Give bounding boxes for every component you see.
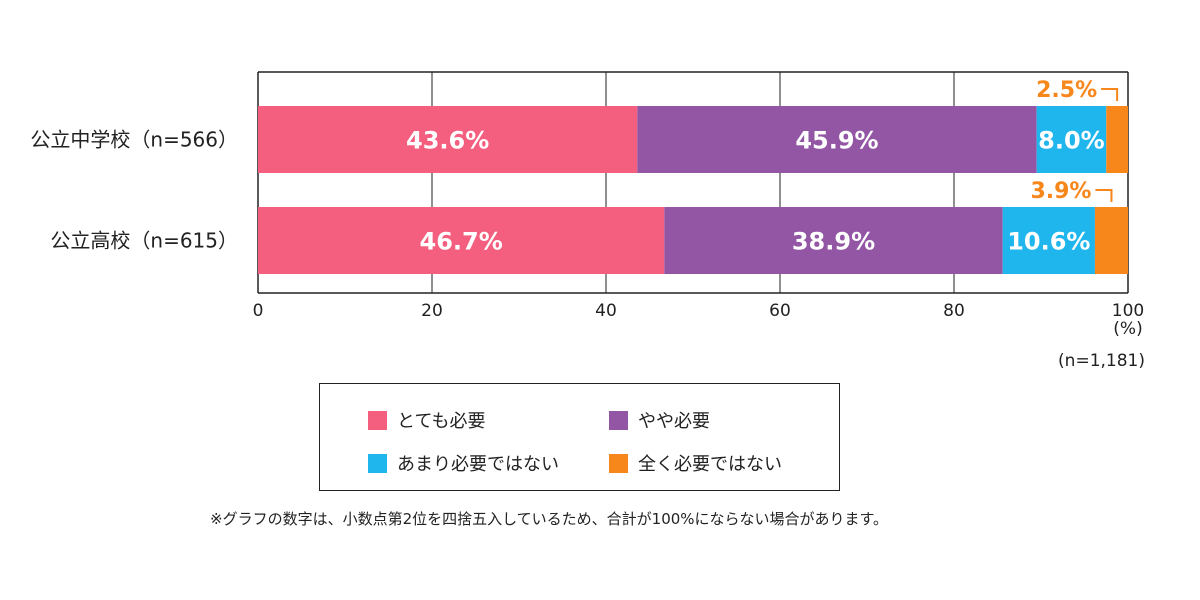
bars [258,106,1128,274]
x-unit-label: (%) [1113,319,1142,339]
legend-swatch [368,453,387,473]
bar-value-label: 38.9% [792,228,875,256]
bar-segment [637,106,1037,173]
bar-labels: 43.6% 45.9% 8.0% 2.5% 46.7% 38.9% 10.6% 3.9% [406,78,1119,256]
legend-label: 全く必要ではない [638,454,782,475]
legend-label: とても必要 [397,411,486,432]
x-tick-label: 40 [595,301,617,321]
x-tick-label: 20 [421,301,443,321]
legend-label: やや必要 [638,411,710,432]
bar-value-label: 45.9% [795,127,878,155]
x-tick-label: 60 [769,301,791,321]
bar-segment [258,207,665,274]
legend-item: 全く必要ではない [609,452,782,475]
bar-segment [1094,207,1128,274]
legend: とても必要 やや必要あまり必要ではない 全く必要ではない [319,383,840,491]
x-tick-label: 100 [1112,301,1144,321]
small-value-label: 2.5% [1036,78,1097,103]
leader-line [1101,88,1119,101]
x-axis: 0 20 40 60 80 100 [253,301,1145,321]
footnote: ※グラフの数字は、小数点第2位を四捨五入しているため、合計が100%にならない場… [210,510,889,528]
x-tick-label: 80 [943,301,965,321]
bar-segment [1036,106,1107,173]
bar-segment [664,207,1003,274]
legend-swatch [368,410,387,430]
legend-item: あまり必要ではない [368,452,559,475]
category-label: 公立高校（n=615） [50,229,238,253]
category-labels: 公立中学校（n=566） 公立高校（n=615） [30,128,238,253]
stacked-bar-chart: 43.6% 45.9% 8.0% 2.5% 46.7% 38.9% 10.6% 3.9% 0 2… [30,71,1145,371]
bar-value-label: 43.6% [406,127,489,155]
legend-swatch [609,453,628,473]
bar-value-label: 10.6% [1007,228,1090,256]
bar-segment [1002,207,1095,274]
bar-value-label: 46.7% [420,228,503,256]
bar-segment [258,106,638,173]
small-value-label: 3.9% [1030,179,1091,204]
bar-segment [1106,106,1128,173]
leader-line [1095,189,1113,202]
bar-value-label: 8.0% [1038,127,1105,155]
legend-item: やや必要 [609,409,710,432]
category-label: 公立中学校（n=566） [30,128,238,152]
legend-item: とても必要 [368,409,486,432]
legend-label: あまり必要ではない [397,454,559,475]
legend-swatch [609,410,628,430]
x-tick-label: 0 [253,301,264,321]
sample-size-label: (n=1,181) [1058,351,1145,371]
